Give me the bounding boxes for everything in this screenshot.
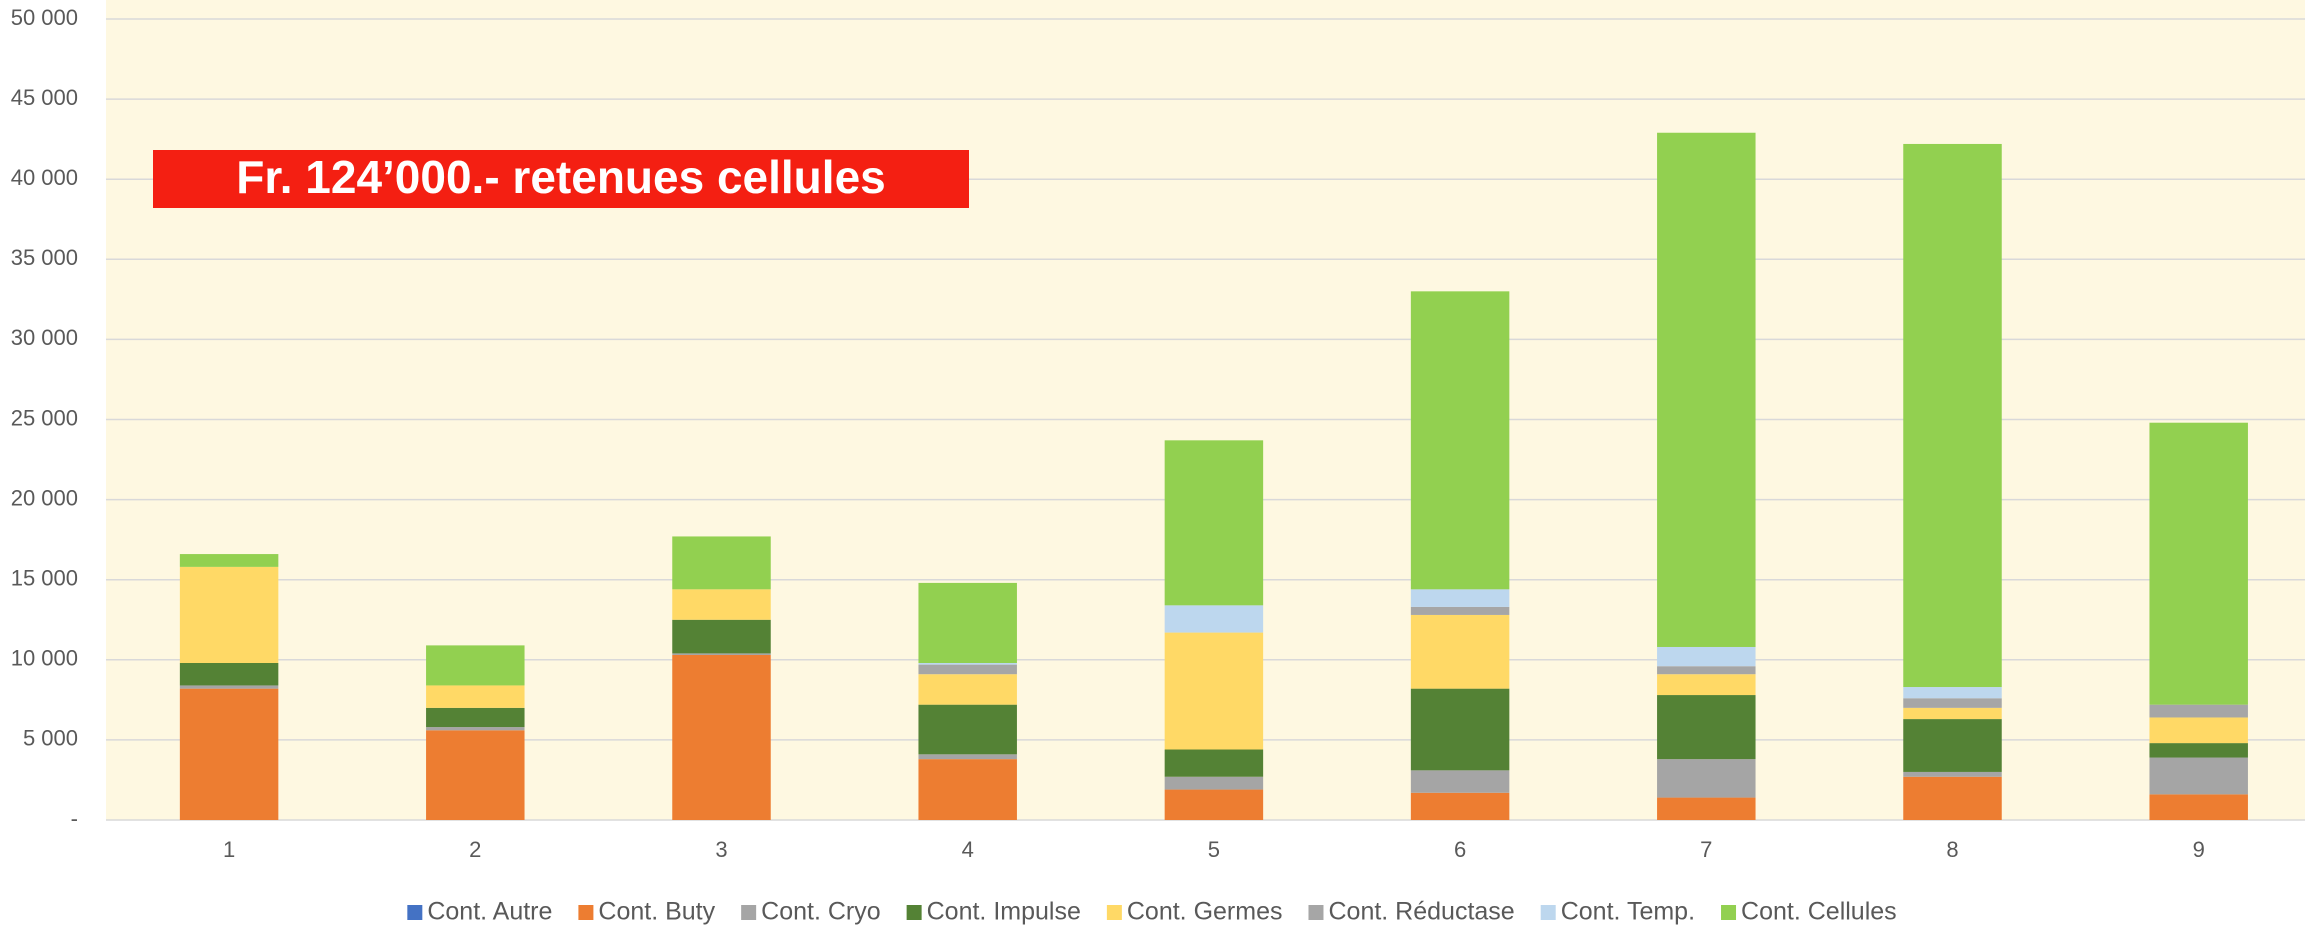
y-tick-label: -: [71, 806, 78, 831]
bar-segment: [179, 554, 279, 567]
bar-segment: [1903, 707, 2002, 720]
bar-segment: [1657, 674, 1756, 696]
bar-segment: [1410, 589, 1510, 607]
bar-segment: [1164, 440, 1264, 606]
bar-segment: [918, 663, 1017, 665]
annotation: Fr. 124’000.- retenues cellules: [236, 151, 885, 203]
bar-segment: [1410, 606, 1510, 615]
bar-segment: [1903, 776, 2002, 820]
bar-segment: [1903, 698, 2002, 708]
x-tick-label: 8: [1946, 837, 1958, 862]
legend-label: Cont. Cryo: [761, 898, 880, 926]
bar-segment: [179, 688, 279, 820]
bar-segment: [672, 619, 771, 654]
y-tick-label: 15 000: [11, 566, 78, 591]
legend-swatch: [1106, 905, 1122, 920]
legend-swatch: [1721, 905, 1737, 920]
legend-swatch: [407, 905, 423, 920]
legend-swatch: [906, 905, 922, 920]
bar-segment: [179, 685, 279, 689]
bar-segment: [1657, 797, 1756, 820]
bar-segment: [918, 674, 1017, 705]
x-tick-label: 7: [1700, 837, 1712, 862]
bar-segment: [426, 730, 525, 820]
y-tick-label: 30 000: [11, 325, 78, 350]
bar-segment: [2149, 717, 2248, 744]
bar-segment: [1410, 291, 1510, 590]
bar-segment: [179, 663, 279, 686]
bar-segment: [672, 589, 771, 620]
bar-segment: [1410, 770, 1510, 793]
legend-label: Cont. Autre: [427, 898, 552, 926]
y-tick-label: 50 000: [11, 5, 78, 30]
x-tick-label: 6: [1454, 837, 1466, 862]
legend-label: Cont. Buty: [598, 898, 715, 926]
bar-segment: [2149, 757, 2248, 795]
bar-segment: [672, 654, 771, 820]
bar-segment: [1164, 632, 1264, 750]
y-tick-label: 35 000: [11, 245, 78, 270]
bar-segment: [1657, 646, 1756, 667]
x-tick-label: 4: [962, 837, 974, 862]
bar-segment: [1657, 666, 1756, 675]
bar-segment: [179, 566, 279, 664]
bar-segment: [1657, 132, 1756, 647]
y-tick-label: 20 000: [11, 485, 78, 510]
y-tick-label: 40 000: [11, 165, 78, 190]
bar-segment: [1903, 771, 2002, 777]
bar-segment: [918, 582, 1017, 664]
bar-segment: [426, 685, 525, 708]
bar-segment: [2149, 743, 2248, 758]
legend-swatch: [578, 905, 594, 920]
legend-swatch: [1540, 905, 1556, 920]
bar-segment: [1657, 695, 1756, 760]
bar-segment: [918, 754, 1017, 760]
legend-label: Cont. Réductase: [1328, 898, 1514, 926]
bar-segment: [1657, 759, 1756, 798]
legend-label: Cont. Cellules: [1741, 898, 1897, 926]
bar-segment: [918, 759, 1017, 820]
x-tick-label: 5: [1208, 837, 1220, 862]
bar-segment: [2149, 794, 2248, 820]
x-tick-label: 3: [715, 837, 727, 862]
legend-label: Cont. Impulse: [927, 898, 1081, 926]
y-tick-label: 5 000: [23, 726, 78, 751]
bar-segment: [1164, 789, 1264, 820]
legend-swatch: [741, 905, 757, 920]
bar-segment: [918, 704, 1017, 755]
bar-segment: [1903, 687, 2002, 699]
bar-segment: [672, 536, 771, 590]
annotation-box: [153, 150, 969, 208]
bar-segment: [426, 707, 525, 728]
bar-segment: [2149, 704, 2248, 718]
bar-segment: [1410, 614, 1510, 689]
bar-segment: [2149, 422, 2248, 705]
x-tick-label: 1: [223, 837, 235, 862]
x-tick-label: 9: [2193, 837, 2205, 862]
bar-segment: [1164, 605, 1264, 633]
bar-segment: [918, 664, 1017, 675]
bar-segment: [1903, 143, 2002, 688]
bar-segment: [1903, 719, 2002, 772]
bar-segment: [426, 645, 525, 686]
legend-label: Cont. Germes: [1127, 898, 1283, 926]
bar-segment: [1164, 749, 1264, 777]
bar-segment: [672, 653, 771, 655]
y-tick-label: 45 000: [11, 85, 78, 110]
bar-segment: [426, 727, 525, 731]
bar-segment: [1164, 776, 1264, 790]
legend-label: Cont. Temp.: [1561, 898, 1695, 926]
y-tick-label: 10 000: [11, 646, 78, 671]
bar-segment: [1410, 792, 1510, 820]
y-tick-label: 25 000: [11, 405, 78, 430]
bar-segment: [1410, 688, 1510, 771]
x-tick-label: 2: [469, 837, 481, 862]
legend-swatch: [1308, 905, 1324, 920]
